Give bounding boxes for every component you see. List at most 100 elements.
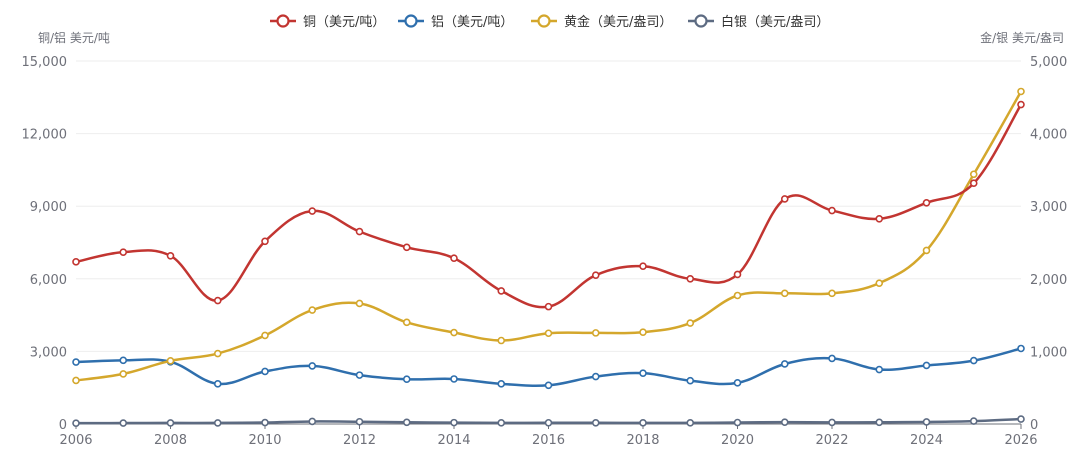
data-point[interactable] xyxy=(780,195,789,203)
data-point[interactable] xyxy=(72,258,80,266)
data-point[interactable] xyxy=(402,243,411,252)
data-point[interactable] xyxy=(261,331,269,340)
data-point[interactable] xyxy=(875,418,884,427)
data-point[interactable] xyxy=(591,329,600,337)
data-point[interactable] xyxy=(544,381,553,390)
data-point[interactable] xyxy=(828,289,836,298)
data-point[interactable] xyxy=(828,354,836,363)
data-point[interactable] xyxy=(969,179,978,188)
data-point[interactable] xyxy=(922,361,931,370)
data-point[interactable] xyxy=(261,237,269,246)
legend[interactable]: 铜（美元/吨） 铝（美元/吨） 黄金（美元/盎司） 白银（美元/盎司） xyxy=(270,14,829,30)
data-point[interactable] xyxy=(355,371,364,379)
data-point[interactable] xyxy=(1017,87,1025,96)
data-point[interactable] xyxy=(402,318,411,327)
data-point[interactable] xyxy=(969,356,978,365)
data-point[interactable] xyxy=(686,319,695,327)
data-point[interactable] xyxy=(591,372,600,381)
data-point[interactable] xyxy=(591,271,600,279)
data-point[interactable] xyxy=(497,336,506,345)
data-point[interactable] xyxy=(308,306,317,314)
data-point[interactable] xyxy=(875,214,884,223)
grid-lines xyxy=(76,60,1021,425)
data-point[interactable] xyxy=(72,419,80,427)
data-point[interactable] xyxy=(119,356,128,365)
data-point[interactable] xyxy=(261,418,269,427)
x-tick-label: 2012 xyxy=(343,433,376,448)
data-point[interactable] xyxy=(828,418,836,427)
data-point[interactable] xyxy=(733,291,742,300)
data-point[interactable] xyxy=(497,287,506,295)
data-point[interactable] xyxy=(497,419,506,427)
data-point[interactable] xyxy=(686,419,695,427)
data-point[interactable] xyxy=(450,328,458,337)
data-point[interactable] xyxy=(213,419,222,427)
legend-label: 铜（美元/吨） xyxy=(303,15,385,30)
data-point[interactable] xyxy=(450,418,458,427)
data-point[interactable] xyxy=(450,254,458,263)
legend-item[interactable]: 铜（美元/吨） xyxy=(270,14,385,30)
data-point[interactable] xyxy=(639,369,647,377)
series-line xyxy=(75,90,1023,382)
data-point[interactable] xyxy=(72,358,80,366)
y-right-tick-label: 1,000 xyxy=(1030,345,1067,360)
data-point[interactable] xyxy=(213,380,222,388)
data-point[interactable] xyxy=(780,418,789,426)
legend-item[interactable]: 铝（美元/吨） xyxy=(398,14,513,30)
data-point[interactable] xyxy=(828,206,836,215)
legend-item[interactable]: 白银（美元/盎司） xyxy=(688,14,829,30)
data-point[interactable] xyxy=(497,380,506,388)
data-point[interactable] xyxy=(355,417,364,426)
data-point[interactable] xyxy=(308,417,317,426)
data-point[interactable] xyxy=(733,270,742,279)
data-point[interactable] xyxy=(733,418,742,427)
data-point[interactable] xyxy=(166,419,175,427)
data-point[interactable] xyxy=(72,376,80,385)
data-point[interactable] xyxy=(875,279,884,287)
data-point[interactable] xyxy=(780,289,789,298)
data-point[interactable] xyxy=(261,367,269,376)
data-point[interactable] xyxy=(544,418,553,427)
data-point[interactable] xyxy=(733,379,742,387)
data-point[interactable] xyxy=(922,199,931,207)
data-point[interactable] xyxy=(166,357,175,365)
y-axis-left-label: 铜/铝 美元/吨 xyxy=(38,30,110,45)
y-left-tick-label: 9,000 xyxy=(30,200,67,215)
data-point[interactable] xyxy=(639,262,647,271)
data-point[interactable] xyxy=(922,418,931,426)
data-point[interactable] xyxy=(402,418,411,427)
data-point[interactable] xyxy=(544,329,553,338)
data-point[interactable] xyxy=(1017,100,1025,109)
data-point[interactable] xyxy=(450,375,458,383)
data-point[interactable] xyxy=(119,248,128,256)
y-axis-right-label: 金/银 美元/盎司 xyxy=(980,30,1064,45)
data-point[interactable] xyxy=(1017,344,1025,353)
data-point[interactable] xyxy=(166,252,175,260)
data-point[interactable] xyxy=(591,418,600,427)
data-point[interactable] xyxy=(308,362,317,370)
data-point[interactable] xyxy=(213,349,222,358)
data-point[interactable] xyxy=(875,365,884,374)
data-point[interactable] xyxy=(355,299,364,308)
data-point[interactable] xyxy=(213,296,222,305)
data-point[interactable] xyxy=(686,376,695,385)
legend-marker-icon xyxy=(276,14,290,28)
data-point[interactable] xyxy=(639,419,647,427)
data-point[interactable] xyxy=(119,419,128,427)
x-tick-label: 2018 xyxy=(626,433,659,448)
data-point[interactable] xyxy=(1017,415,1025,423)
data-point[interactable] xyxy=(544,302,553,311)
data-point[interactable] xyxy=(355,227,364,236)
data-point[interactable] xyxy=(639,328,647,336)
data-point[interactable] xyxy=(119,370,128,378)
legend-item[interactable]: 黄金（美元/盎司） xyxy=(531,14,672,30)
data-point[interactable] xyxy=(969,170,978,179)
data-point[interactable] xyxy=(969,417,978,425)
data-point[interactable] xyxy=(780,360,789,368)
data-point[interactable] xyxy=(308,207,317,215)
x-axis: 2006 2008 2010 2012 2014 2016 2018 2020 2022 2024… xyxy=(59,424,1038,448)
data-point[interactable] xyxy=(922,246,931,255)
data-point[interactable] xyxy=(402,375,411,384)
data-point[interactable] xyxy=(686,274,695,283)
